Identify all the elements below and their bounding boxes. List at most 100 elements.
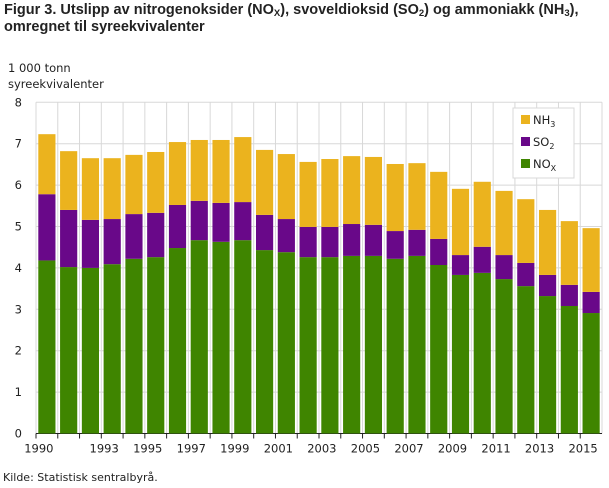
bar-so2-1997 bbox=[190, 200, 208, 241]
bar-nh3-2006 bbox=[386, 163, 404, 232]
bar-nox-2004 bbox=[343, 255, 361, 434]
x-tick-label: 2005 bbox=[351, 442, 380, 456]
x-tick-label: 2009 bbox=[438, 442, 467, 456]
bar-so2-2009 bbox=[451, 255, 470, 275]
bar-nh3-2015 bbox=[582, 228, 600, 292]
bar-nox-2002 bbox=[299, 257, 317, 434]
x-tick-label: 1990 bbox=[24, 442, 53, 456]
bar-nox-2003 bbox=[321, 257, 339, 434]
bar-nox-2013 bbox=[538, 296, 557, 434]
bar-nox-1998 bbox=[212, 241, 230, 434]
bar-nh3-2000 bbox=[255, 149, 274, 215]
bar-nox-1995 bbox=[147, 257, 165, 434]
bar-so2-1991 bbox=[60, 209, 78, 268]
y-axis-label: 1 000 tonn syreekvivalenter bbox=[8, 61, 104, 91]
bar-nh3-1993 bbox=[103, 158, 121, 220]
bar-nox-2000 bbox=[255, 250, 274, 434]
bar-nh3-1995 bbox=[147, 151, 165, 213]
bar-nox-1990 bbox=[38, 260, 56, 434]
bar-nh3-2001 bbox=[277, 154, 295, 220]
bar-so2-2006 bbox=[386, 231, 404, 259]
bar-nox-2006 bbox=[386, 258, 404, 434]
y-tick-label: 7 bbox=[15, 137, 22, 151]
bar-nh3-2008 bbox=[430, 171, 448, 239]
bar-nh3-2014 bbox=[560, 221, 578, 285]
bar-nox-1999 bbox=[234, 240, 252, 434]
bar-nh3-1997 bbox=[190, 139, 208, 201]
bar-so2-1992 bbox=[81, 219, 100, 268]
bar-so2-2011 bbox=[495, 255, 513, 280]
bar-so2-2003 bbox=[321, 226, 339, 258]
legend-label-nh3: NH3 bbox=[533, 113, 555, 129]
bar-nox-2005 bbox=[364, 255, 383, 434]
y-tick-label: 6 bbox=[15, 178, 22, 192]
bar-nox-1994 bbox=[125, 258, 143, 434]
bar-nh3-2002 bbox=[299, 161, 317, 227]
x-tick-label: 2011 bbox=[481, 442, 510, 456]
x-tick-label: 2007 bbox=[394, 442, 423, 456]
bar-nox-2007 bbox=[408, 255, 426, 434]
bar-nox-1996 bbox=[168, 248, 187, 434]
legend-swatch-nox bbox=[521, 159, 530, 168]
x-tick-label: 1993 bbox=[90, 442, 119, 456]
bar-so2-2004 bbox=[343, 224, 361, 256]
x-tick-label: 2015 bbox=[568, 442, 597, 456]
y-tick-label: 8 bbox=[15, 95, 22, 109]
bar-so2-2000 bbox=[255, 214, 274, 251]
bar-nh3-1990 bbox=[38, 134, 56, 195]
bar-nox-1997 bbox=[190, 240, 208, 434]
bar-nox-2010 bbox=[473, 272, 491, 434]
bar-nox-2014 bbox=[560, 305, 578, 434]
x-tick-label: 2013 bbox=[525, 442, 554, 456]
x-tick-label: 1997 bbox=[177, 442, 206, 456]
bar-so2-1995 bbox=[147, 212, 165, 258]
y-tick-label: 0 bbox=[15, 427, 22, 441]
bar-nh3-2003 bbox=[321, 159, 339, 227]
legend-swatch-so2 bbox=[521, 137, 530, 146]
bar-nh3-1999 bbox=[234, 137, 252, 203]
bar-so2-2001 bbox=[277, 219, 295, 253]
legend-swatch-nh3 bbox=[521, 115, 530, 124]
bar-so2-1994 bbox=[125, 214, 143, 259]
bar-so2-2007 bbox=[408, 229, 426, 256]
bar-nh3-1998 bbox=[212, 139, 230, 203]
bar-nh3-1992 bbox=[81, 158, 100, 220]
bar-nox-1992 bbox=[81, 267, 100, 434]
legend-label-so2: SO2 bbox=[533, 135, 554, 151]
bar-nox-2009 bbox=[451, 274, 470, 434]
bar-nh3-1994 bbox=[125, 154, 143, 215]
y-tick-label: 4 bbox=[15, 261, 22, 275]
x-tick-label: 2003 bbox=[307, 442, 336, 456]
bar-nh3-1996 bbox=[168, 142, 187, 205]
y-tick-label: 3 bbox=[15, 302, 22, 316]
y-tick-label: 2 bbox=[15, 344, 22, 358]
bar-so2-1990 bbox=[38, 194, 56, 261]
bar-nh3-2011 bbox=[495, 190, 513, 256]
source-note: Kilde: Statistisk sentralbyrå. bbox=[3, 471, 158, 484]
bar-nh3-2012 bbox=[517, 199, 535, 263]
bar-so2-2005 bbox=[364, 224, 383, 256]
bar-so2-1999 bbox=[234, 202, 252, 241]
bar-nox-2008 bbox=[430, 265, 448, 434]
x-tick-label: 2001 bbox=[264, 442, 293, 456]
bar-nh3-2005 bbox=[364, 156, 383, 225]
bar-so2-1998 bbox=[212, 202, 230, 242]
bar-so2-1993 bbox=[103, 219, 121, 265]
bar-so2-1996 bbox=[168, 204, 187, 249]
bar-so2-2010 bbox=[473, 246, 491, 273]
x-tick-label: 1995 bbox=[133, 442, 162, 456]
bar-nh3-2013 bbox=[538, 209, 557, 275]
bar-so2-2002 bbox=[299, 226, 317, 258]
bar-nh3-1991 bbox=[60, 151, 78, 210]
y-tick-label: 5 bbox=[15, 220, 22, 234]
bar-so2-2012 bbox=[517, 262, 535, 287]
bar-nh3-2010 bbox=[473, 181, 491, 247]
bar-so2-2015 bbox=[582, 291, 600, 314]
bar-nox-2015 bbox=[582, 313, 600, 434]
bar-nh3-2009 bbox=[451, 188, 470, 256]
y-tick-label: 1 bbox=[15, 385, 22, 399]
bar-so2-2013 bbox=[538, 274, 557, 297]
bar-nox-1991 bbox=[60, 267, 78, 434]
bar-nh3-2007 bbox=[408, 163, 426, 230]
